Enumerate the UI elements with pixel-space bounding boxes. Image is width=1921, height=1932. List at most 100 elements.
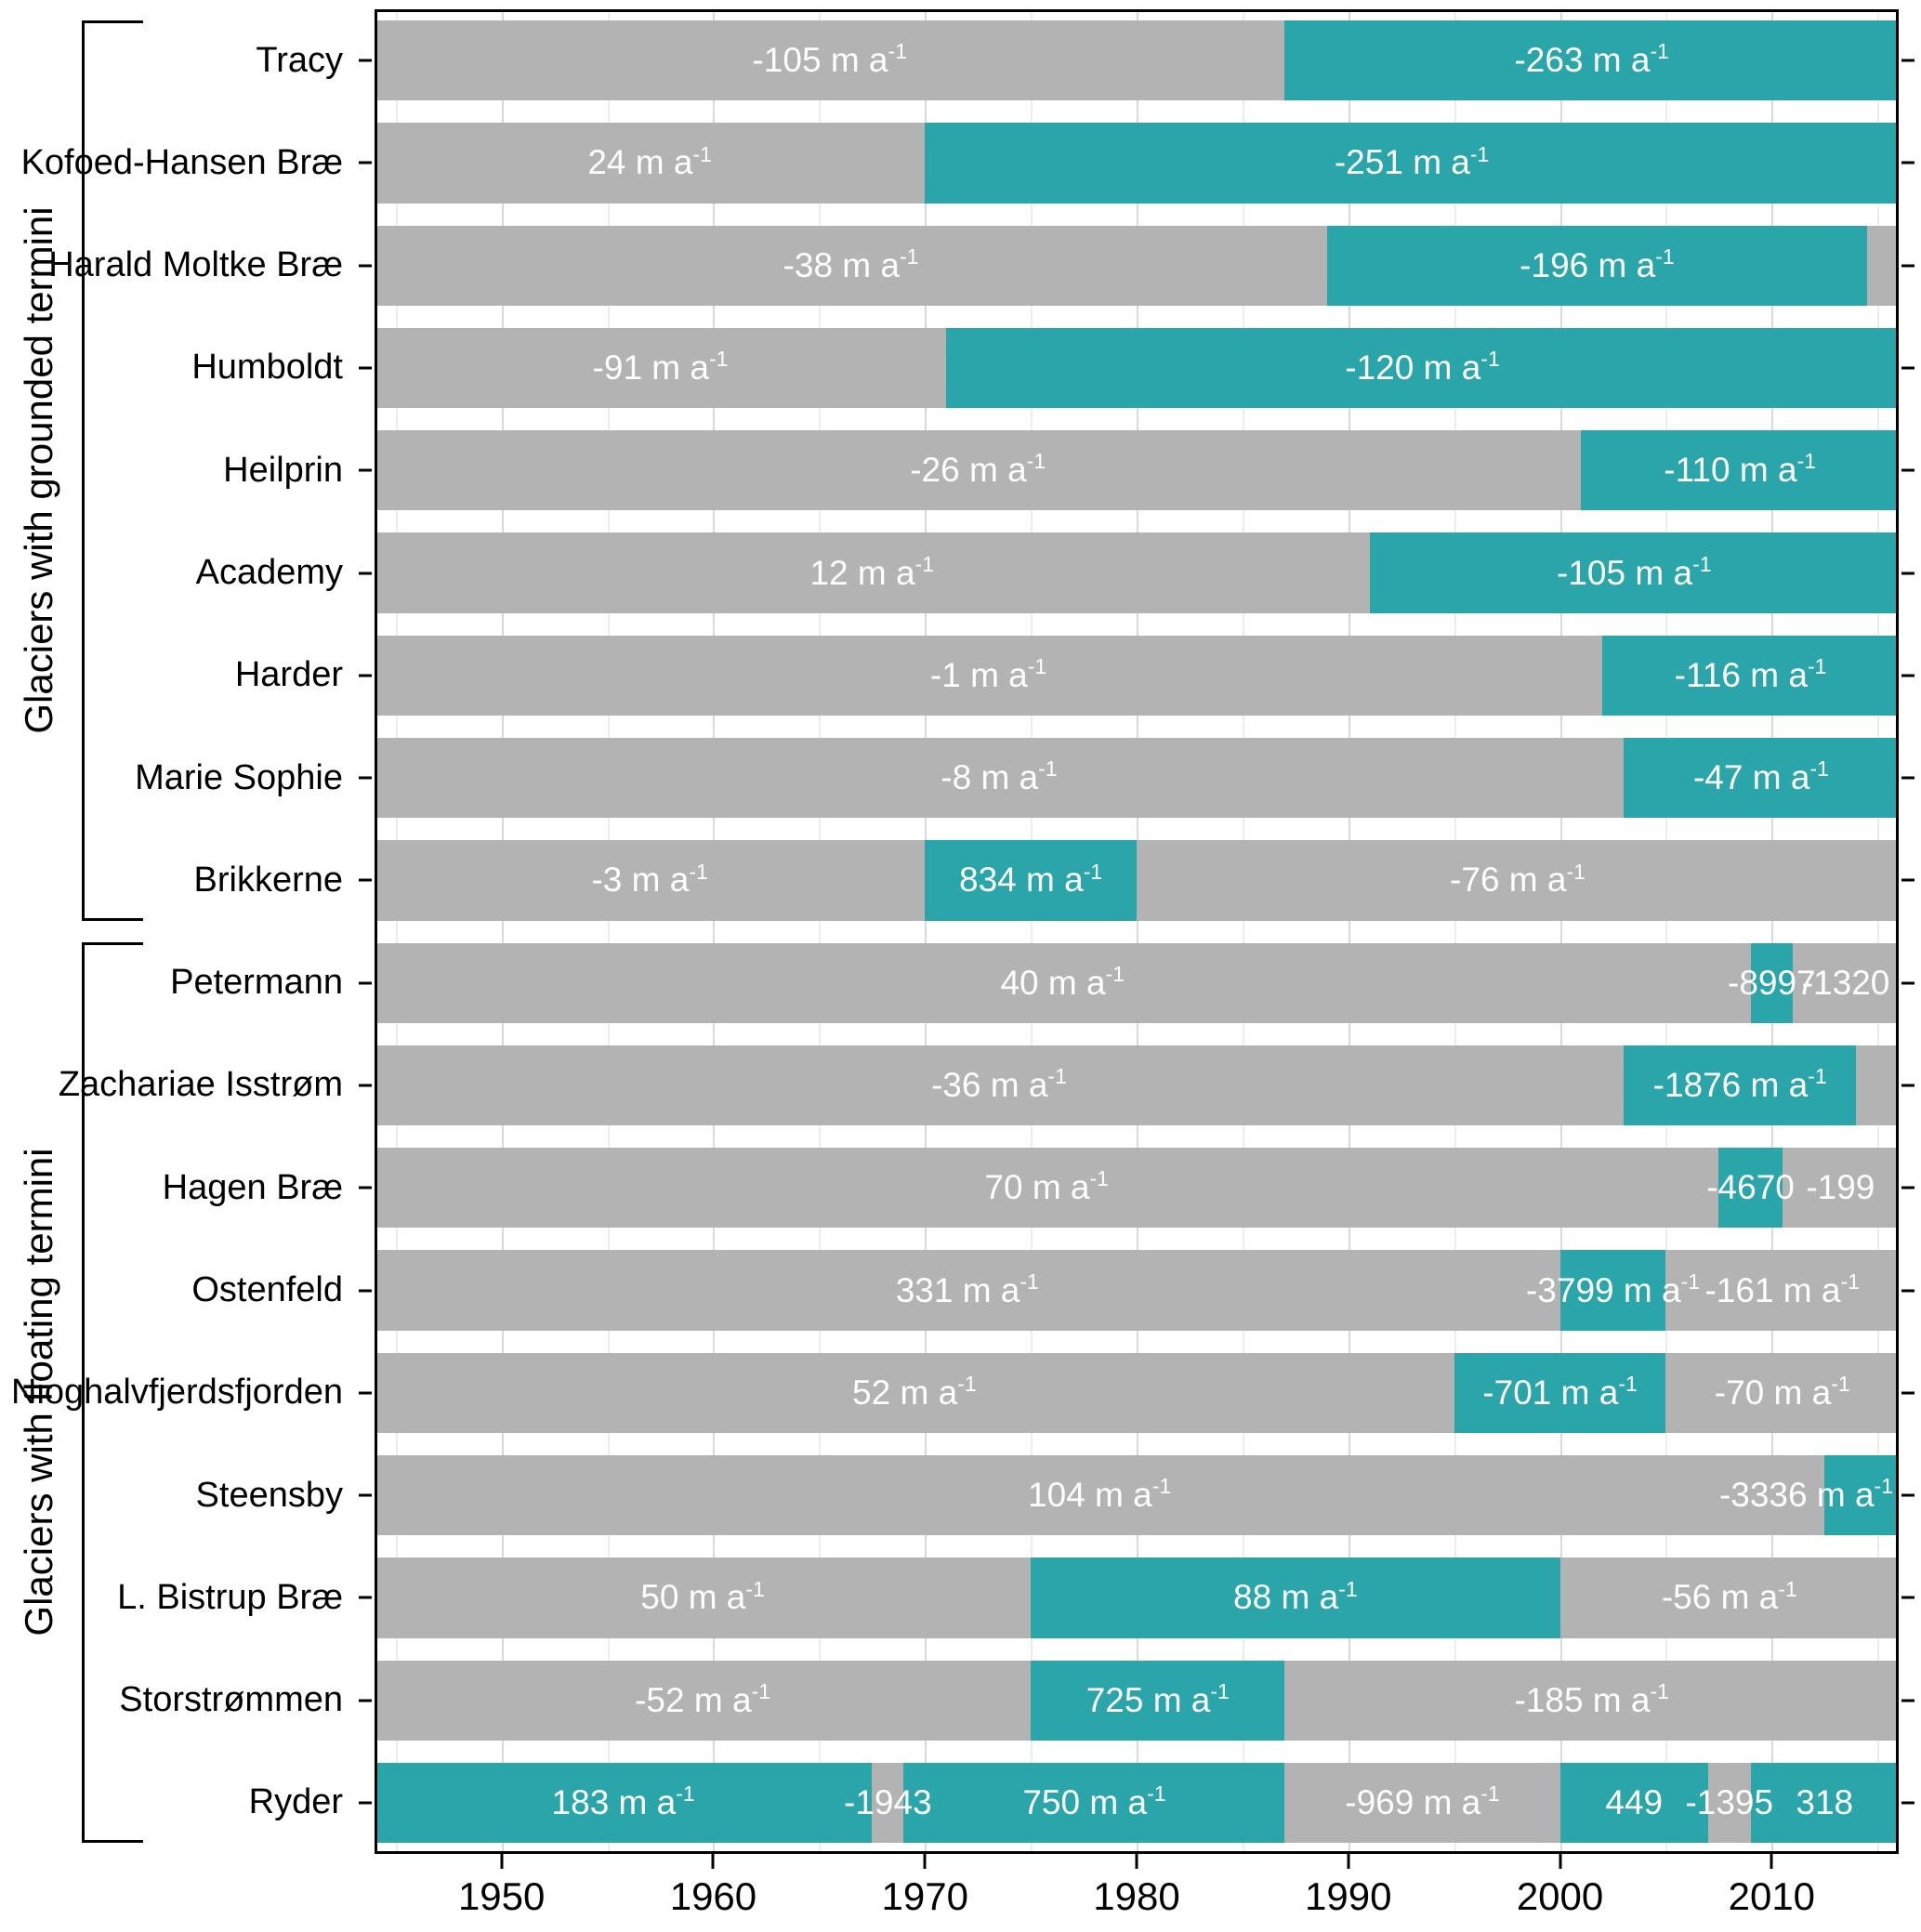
segment-rate-label: 88 m a-1 <box>1233 1576 1358 1617</box>
segment-rate-label: -1320 <box>1801 963 1890 1002</box>
segment-rate-label: 750 m a-1 <box>1022 1781 1166 1821</box>
glacier-row: -52 m a-1 725 m a-1 -185 m a-1 <box>359 1649 1914 1752</box>
bar-segment: -1 m a-1 <box>375 635 1603 716</box>
y-tick-right <box>1901 776 1914 780</box>
major-gridline <box>925 9 928 1854</box>
bar-segment: -26 m a-1 <box>375 430 1582 511</box>
bar-segment: -969 m a-1 <box>1284 1762 1560 1844</box>
bar-segment: 834 m a-1 <box>925 840 1137 921</box>
glacier-row: -8 m a-1 -47 m a-1 <box>359 727 1914 829</box>
y-tick-left <box>359 161 372 164</box>
y-tick-right <box>1901 674 1914 677</box>
minor-gridline <box>1031 9 1033 1854</box>
x-axis-tick <box>923 1854 927 1869</box>
segment-rate-label: -38 m a-1 <box>783 243 919 284</box>
bar-segment: -47 m a-1 <box>1623 737 1899 819</box>
glacier-name-label: L. Bistrup Bræ <box>117 1577 343 1617</box>
glacier-row: 52 m a-1 -701 m a-1 -70 m a-1 <box>359 1342 1914 1444</box>
bar-segment: 40 m a-1 <box>375 942 1751 1023</box>
x-axis-tick-label: 1990 <box>1305 1874 1392 1918</box>
bar-segment: -8997 <box>1728 942 1816 1023</box>
glacier-row: -1 m a-1 -116 m a-1 <box>359 624 1914 727</box>
x-axis-tick <box>1347 1854 1350 1869</box>
segment-rate-label: -185 m a-1 <box>1514 1678 1669 1719</box>
bar-segment: 750 m a-1 <box>903 1762 1285 1844</box>
glacier-bar: -105 m a-1 -263 m a-1 <box>375 20 1899 101</box>
y-tick-right <box>1901 981 1914 985</box>
segment-rate-label: -56 m a-1 <box>1661 1576 1797 1617</box>
glacier-bar: -3 m a-1 834 m a-1 -76 m a-1 <box>375 840 1899 921</box>
y-tick-left <box>359 1084 372 1087</box>
bar-segment: -4670 <box>1706 1148 1795 1229</box>
bar-segment: 52 m a-1 <box>375 1352 1454 1433</box>
bar-segment: 449 <box>1559 1762 1708 1844</box>
bar-segment: -105 m a-1 <box>1369 532 1899 613</box>
glacier-name-label: Tracy <box>256 40 343 80</box>
glacier-bar: -1 m a-1 -116 m a-1 <box>375 635 1899 716</box>
y-tick-left <box>359 776 372 780</box>
bar-segment <box>1866 225 1899 306</box>
glacier-name-label: Harald Moltke Bræ <box>48 245 343 285</box>
segment-rate-label: 70 m a-1 <box>984 1166 1109 1207</box>
y-tick-right <box>1901 366 1914 370</box>
y-tick-left <box>359 1186 372 1189</box>
bar-segment: -185 m a-1 <box>1284 1660 1899 1741</box>
segment-rate-label: -3 m a-1 <box>591 859 708 900</box>
y-tick-left <box>359 1699 372 1702</box>
segment-rate-label: 104 m a-1 <box>1028 1474 1172 1515</box>
minor-gridline <box>1665 9 1668 1854</box>
segment-rate-label: -120 m a-1 <box>1345 347 1500 387</box>
segment-rate-label: 24 m a-1 <box>587 141 712 182</box>
x-axis: 1950 1960 1970 1980 1990 2000 2010 <box>375 1854 1899 1928</box>
y-tick-right <box>1901 878 1914 882</box>
segment-rate-label: -701 m a-1 <box>1482 1372 1638 1412</box>
glacier-bar: 331 m a-1 -3799 m a-1 -161 m a-1 <box>375 1250 1899 1331</box>
glacier-bar: 12 m a-1 -105 m a-1 <box>375 532 1899 613</box>
bar-segment: -263 m a-1 <box>1284 20 1899 101</box>
y-tick-left <box>359 981 372 985</box>
bar-segment: 12 m a-1 <box>375 532 1370 613</box>
segment-rate-label: -26 m a-1 <box>910 449 1046 490</box>
y-tick-left <box>359 1801 372 1805</box>
glacier-bar: -52 m a-1 725 m a-1 -185 m a-1 <box>375 1660 1899 1741</box>
x-axis-tick-label: 1970 <box>881 1874 968 1918</box>
group-bracket-grounded <box>82 20 143 921</box>
bar-segment: -3 m a-1 <box>375 840 926 921</box>
glacier-row: -105 m a-1 -263 m a-1 <box>359 9 1914 112</box>
glacier-row: 12 m a-1 -105 m a-1 <box>359 521 1914 624</box>
glacier-bar: 52 m a-1 -701 m a-1 -70 m a-1 <box>375 1352 1899 1433</box>
y-tick-left <box>359 1493 372 1497</box>
glacier-row: 70 m a-1 -4670 -199 <box>359 1137 1914 1239</box>
glacier-bar: 40 m a-1 -8997 -1320 <box>375 942 1899 1023</box>
segment-rate-label: 331 m a-1 <box>895 1268 1039 1309</box>
bar-segment: -105 m a-1 <box>375 20 1285 101</box>
segment-rate-label: 834 m a-1 <box>959 859 1103 900</box>
minor-gridline <box>607 9 610 1854</box>
glacier-row: -36 m a-1 -1876 m a-1 <box>359 1034 1914 1137</box>
y-tick-right <box>1901 264 1914 268</box>
segment-rate-label: 40 m a-1 <box>1000 961 1125 1002</box>
segment-rate-label: -70 m a-1 <box>1714 1372 1850 1412</box>
glacier-bar: -36 m a-1 -1876 m a-1 <box>375 1045 1899 1126</box>
segment-rate-label: 318 <box>1796 1782 1854 1821</box>
y-tick-right <box>1901 59 1914 62</box>
glacier-name-label: Steensby <box>195 1475 343 1515</box>
bar-segment: -196 m a-1 <box>1327 225 1867 306</box>
bar-segment: 88 m a-1 <box>1031 1557 1560 1638</box>
major-gridline <box>1559 9 1562 1854</box>
glacier-row: -3 m a-1 834 m a-1 -76 m a-1 <box>359 829 1914 931</box>
bar-segment: -251 m a-1 <box>925 123 1899 204</box>
x-axis-tick-label: 2010 <box>1728 1874 1816 1918</box>
x-axis-tick <box>711 1854 715 1869</box>
segment-rate-label: 52 m a-1 <box>852 1372 977 1412</box>
glacier-row: 104 m a-1 -3336 m a-1 <box>359 1444 1914 1546</box>
bar-segment: -70 m a-1 <box>1665 1352 1899 1433</box>
glacier-bar: 24 m a-1 -251 m a-1 <box>375 123 1899 204</box>
glacier-name-label: Storstrømmen <box>119 1680 343 1720</box>
x-axis-tick <box>1770 1854 1773 1869</box>
y-tick-left <box>359 1391 372 1395</box>
grid-layer <box>375 9 1899 1854</box>
glacier-name-label: Heilprin <box>223 450 343 490</box>
bar-segment: -701 m a-1 <box>1454 1352 1666 1433</box>
minor-gridline <box>1242 9 1244 1854</box>
